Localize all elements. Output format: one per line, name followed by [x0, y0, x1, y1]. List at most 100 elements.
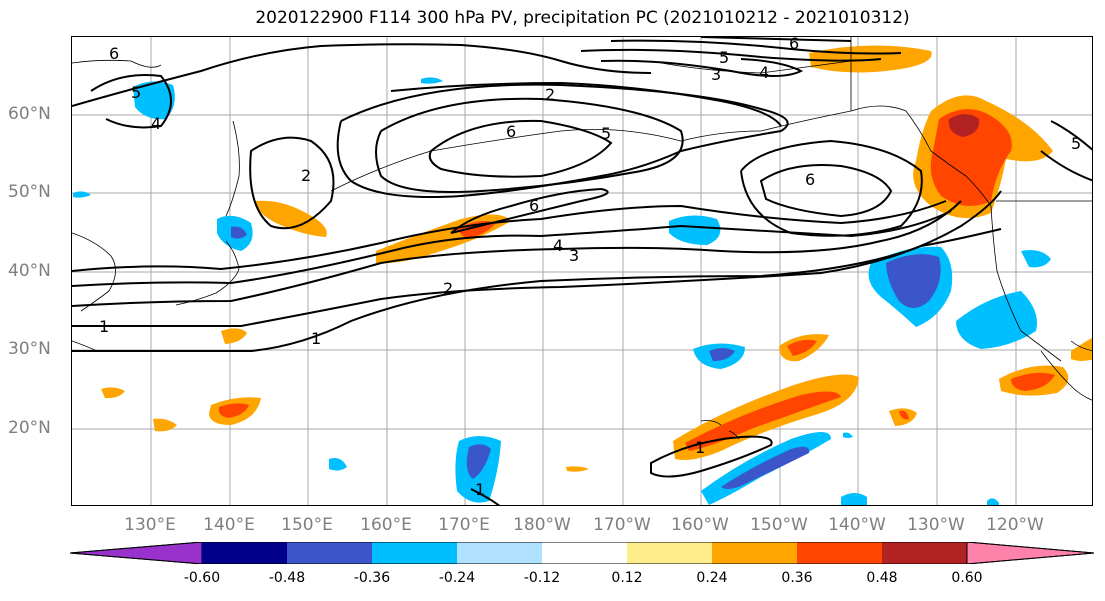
contour-pv-3-north: [600, 58, 804, 77]
contour-label: 5: [1071, 134, 1081, 153]
patch-japan-neg-core: [231, 226, 247, 239]
colorbar-tick-label: -0.48: [268, 570, 306, 586]
colorbar-tick-label: 0.24: [696, 570, 728, 586]
colorbar-segment: [457, 542, 542, 564]
contour-label: 6: [789, 37, 799, 53]
patch-130e-25n: [101, 387, 125, 399]
colorbar-tick-label: 0.60: [951, 570, 983, 586]
contour-label: 2: [545, 85, 555, 104]
colorbar-tick-label: 0.12: [611, 570, 643, 586]
lat-label-40n: 40°N: [8, 261, 51, 281]
patch-140e-20n-core: [218, 403, 249, 418]
contour-label-group: 1 1 1 1 2 2 2 3 3 4 4 4 5 5 5 6 6 6 6 6 …: [99, 37, 1081, 499]
patch-baja-core: [1011, 372, 1055, 391]
contour-label: 4: [553, 236, 563, 255]
coast-alaska: [760, 105, 932, 152]
patch-hawaii-band-core: [685, 391, 841, 451]
lon-label-140w: 140°W: [828, 515, 886, 535]
contour-pv-6-west: [428, 119, 613, 178]
pv-contours: [72, 37, 1092, 505]
coast-us-west: [990, 205, 1062, 362]
coast-aleutians: [330, 128, 762, 192]
lon-label-130e: 130°E: [124, 515, 176, 535]
colorbar-tick-label: 0.48: [866, 570, 898, 586]
colorbar-tick-label: -0.36: [353, 570, 391, 586]
contour-pv-3: [72, 200, 962, 307]
coast-mexico: [1070, 340, 1092, 352]
lon-label-170e: 170°E: [438, 515, 490, 535]
patch-150w-15n-core: [721, 446, 810, 489]
coast-japan: [175, 240, 240, 306]
patch-west-coast-neg-mid: [886, 254, 941, 308]
lon-label-130w: 130°W: [907, 515, 965, 535]
patch-kamchatka-neg: [133, 81, 175, 120]
colorbar-segment: [372, 542, 457, 564]
contour-label: 3: [711, 65, 721, 84]
lon-label-150e: 150°E: [281, 515, 333, 535]
coast-baja: [1040, 350, 1092, 401]
contour-label: 6: [805, 170, 815, 189]
colorbar-extend-low: [70, 542, 203, 564]
lon-label-150w: 150°W: [750, 515, 808, 535]
contour-label: 3: [569, 246, 579, 265]
contour-label: 2: [301, 166, 311, 185]
contour-pv-east-4: [1040, 150, 1092, 182]
patch-140e-15n-neg: [329, 458, 347, 471]
patch-135e-20n: [153, 418, 177, 432]
contour-label: 1: [99, 317, 109, 336]
contour-pv-4-west: [336, 83, 789, 198]
patch-150w-30n-core: [787, 339, 817, 356]
contour-label: 4: [759, 63, 769, 82]
patch-170e-15n-core: [466, 444, 491, 479]
colorbar: [70, 542, 1094, 564]
contour-label: 1: [695, 438, 705, 457]
contour-pv-5-ring: [740, 139, 923, 237]
lat-label-50n: 50°N: [8, 182, 51, 202]
contour-label: 1: [311, 329, 321, 348]
lat-label-60n: 60°N: [8, 104, 51, 124]
patch-aleutian-neg-small: [421, 77, 443, 84]
coast-korea-china: [72, 232, 116, 312]
contour-label: 5: [719, 48, 729, 67]
coast-bc: [930, 150, 992, 207]
contour-label: 2: [443, 279, 453, 298]
contour-label: 1: [475, 480, 485, 499]
contour-label: 6: [506, 122, 516, 141]
contour-label: 6: [529, 196, 539, 215]
contour-pv-4-kamchatka: [90, 74, 172, 129]
lon-label-160w: 160°W: [671, 515, 729, 535]
colorbar-tick-label: -0.24: [438, 570, 476, 586]
precip-negative-patches: [73, 77, 1051, 505]
contour-pv-1-hawaii: [650, 435, 773, 478]
contour-pv-east-5: [1050, 120, 1092, 151]
coast-kamchatka: [225, 120, 240, 217]
patch-130w-10n-neg: [987, 498, 999, 505]
map-title: 2020122900 F114 300 hPa PV, precipitatio…: [255, 8, 910, 28]
colorbar-segment: [287, 542, 372, 564]
patch-145w-20n-neg: [843, 432, 853, 438]
colorbar-segment: [882, 542, 967, 564]
lat-label-20n: 20°N: [8, 418, 51, 438]
patch-california-neg: [956, 291, 1037, 349]
contour-pv-2-north: [390, 81, 782, 127]
lon-label-180w: 180°W: [513, 515, 571, 535]
contour-label: 5: [131, 83, 141, 102]
contour-pv-6-east: [450, 187, 609, 234]
patch-japan-east: [256, 200, 327, 237]
colorbar-tick-label: -0.12: [523, 570, 561, 586]
lon-label-170w: 170°W: [593, 515, 651, 535]
coast-alaska-north: [650, 60, 852, 74]
lon-label-160e: 160°E: [360, 515, 412, 535]
contour-pv-1-170e: [470, 488, 501, 505]
colorbar-segment: [202, 542, 287, 564]
contour-label: 6: [109, 44, 119, 63]
colorbar-segment: [627, 542, 712, 564]
colorbar-segment: [712, 542, 797, 564]
patch-140w-10n-neg: [841, 493, 867, 505]
lon-label-140e: 140°E: [203, 515, 255, 535]
contour-pv-6-north: [700, 37, 852, 42]
patch-gulf-alaska-inner: [930, 109, 1012, 206]
patch-mexico-coast: [1071, 338, 1092, 361]
colorbar-tick-label: 0.36: [781, 570, 813, 586]
contour-pv-4-north: [580, 48, 882, 62]
